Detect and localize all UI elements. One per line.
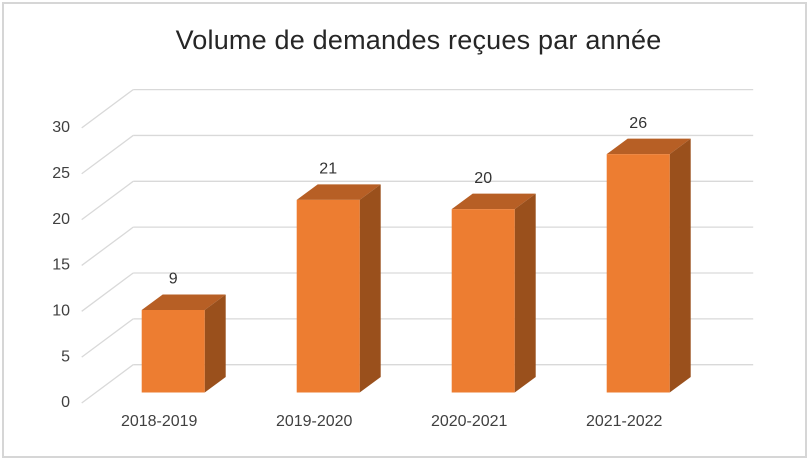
gridline-depth-10 [81, 272, 134, 312]
x-axis-category-label: 2020-2021 [431, 413, 508, 430]
bar-front-face [141, 309, 205, 393]
bar-top-face [451, 193, 536, 210]
y-axis-tick-label: 15 [52, 257, 70, 274]
bar-2021-2022[interactable] [606, 138, 691, 393]
y-axis-tick-label: 30 [52, 119, 70, 136]
gridline-depth-20 [81, 180, 134, 221]
bar-top-face [141, 294, 226, 310]
y-axis-tick-label: 10 [52, 303, 70, 320]
bar-value-label: 20 [474, 170, 492, 187]
x-axis-category-label: 2021-2022 [586, 413, 663, 430]
bar-value-label: 21 [319, 161, 337, 178]
bar-2019-2020[interactable] [296, 184, 381, 393]
x-axis-category-label: 2018-2019 [121, 413, 198, 430]
bar-value-label: 9 [169, 271, 178, 288]
bar-front-face [296, 199, 360, 393]
gridline-depth-5 [81, 318, 134, 358]
gridline-depth-15 [81, 226, 134, 266]
bar-top-face [606, 138, 691, 155]
y-axis-tick-label: 25 [52, 165, 70, 182]
bar-side-face [204, 294, 226, 393]
bar-side-face [359, 184, 381, 393]
bar-2020-2021[interactable] [451, 193, 536, 393]
bar-front-face [451, 209, 515, 393]
bar-side-face [514, 193, 536, 393]
gridline-depth-0 [81, 364, 134, 404]
bar-top-face [296, 184, 381, 200]
y-axis-tick-label: 0 [61, 394, 70, 411]
x-axis-category-label: 2019-2020 [276, 413, 353, 430]
bar-2018-2019[interactable] [141, 294, 226, 393]
gridline-depth-25 [81, 134, 134, 175]
chart-title: Volume de demandes reçues par année [175, 25, 662, 55]
gridline-depth-30 [81, 89, 134, 129]
bar-front-face [606, 154, 670, 393]
y-axis-tick-label: 20 [52, 211, 70, 228]
bar-value-label: 26 [629, 115, 647, 132]
bar-side-face [669, 138, 691, 393]
y-axis-tick-label: 5 [61, 348, 70, 365]
